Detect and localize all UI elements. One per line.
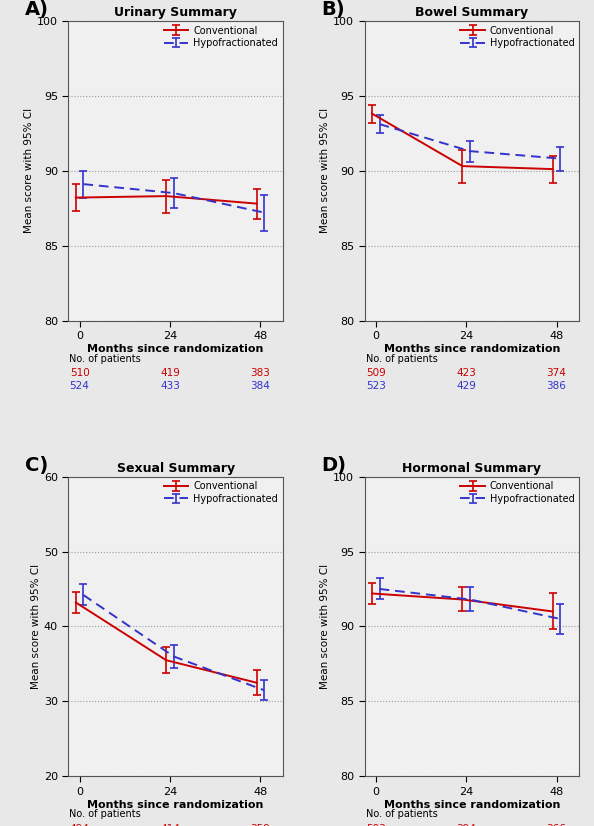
Text: 524: 524 — [69, 381, 90, 391]
Text: No. of patients: No. of patients — [366, 809, 437, 819]
Text: 366: 366 — [546, 824, 567, 826]
Text: 433: 433 — [160, 381, 180, 391]
Title: Sexual Summary: Sexual Summary — [116, 463, 235, 475]
Text: 386: 386 — [546, 381, 567, 391]
Text: D): D) — [321, 455, 346, 474]
Text: C): C) — [26, 455, 49, 474]
Title: Hormonal Summary: Hormonal Summary — [402, 463, 541, 475]
Y-axis label: Mean score with 95% CI: Mean score with 95% CI — [320, 108, 330, 233]
Text: 359: 359 — [251, 824, 270, 826]
Text: B): B) — [321, 0, 345, 19]
X-axis label: Months since randomization: Months since randomization — [384, 344, 560, 354]
X-axis label: Months since randomization: Months since randomization — [384, 800, 560, 809]
Text: 503: 503 — [366, 824, 386, 826]
Text: No. of patients: No. of patients — [69, 809, 141, 819]
Legend: Conventional, Hypofractionated: Conventional, Hypofractionated — [162, 24, 280, 50]
Text: 394: 394 — [456, 824, 476, 826]
X-axis label: Months since randomization: Months since randomization — [87, 344, 264, 354]
Text: 494: 494 — [69, 824, 90, 826]
Text: 509: 509 — [366, 368, 386, 378]
Text: No. of patients: No. of patients — [366, 354, 437, 363]
Y-axis label: Mean score with 95% CI: Mean score with 95% CI — [320, 564, 330, 689]
Text: 414: 414 — [160, 824, 180, 826]
Text: 374: 374 — [546, 368, 567, 378]
Y-axis label: Mean score with 95% CI: Mean score with 95% CI — [31, 564, 41, 689]
Text: No. of patients: No. of patients — [69, 354, 141, 363]
Legend: Conventional, Hypofractionated: Conventional, Hypofractionated — [459, 479, 576, 506]
Y-axis label: Mean score with 95% CI: Mean score with 95% CI — [24, 108, 34, 233]
Title: Urinary Summary: Urinary Summary — [114, 7, 237, 20]
Title: Bowel Summary: Bowel Summary — [415, 7, 529, 20]
Legend: Conventional, Hypofractionated: Conventional, Hypofractionated — [162, 479, 280, 506]
Text: 523: 523 — [366, 381, 386, 391]
Text: 384: 384 — [251, 381, 270, 391]
Text: A): A) — [26, 0, 49, 19]
Legend: Conventional, Hypofractionated: Conventional, Hypofractionated — [459, 24, 576, 50]
X-axis label: Months since randomization: Months since randomization — [87, 800, 264, 809]
Text: 429: 429 — [456, 381, 476, 391]
Text: 510: 510 — [69, 368, 90, 378]
Text: 423: 423 — [456, 368, 476, 378]
Text: 419: 419 — [160, 368, 180, 378]
Text: 383: 383 — [251, 368, 270, 378]
